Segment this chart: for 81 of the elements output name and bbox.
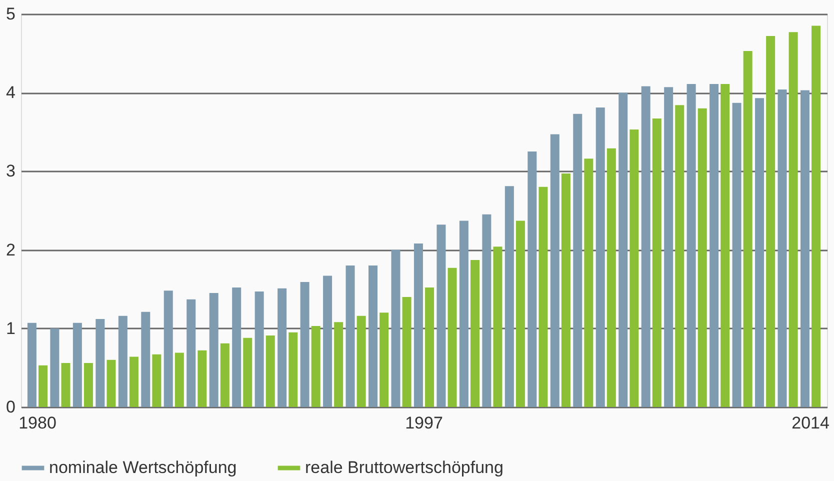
bar: [84, 362, 93, 407]
y-tick-label: 3: [6, 162, 16, 181]
bar: [38, 365, 48, 407]
bar: [686, 84, 696, 407]
bar: [482, 214, 492, 407]
bar: [425, 288, 434, 407]
legend-label: reale Bruttowertschöpfung: [305, 458, 504, 477]
x-tick-label: 1997: [405, 414, 443, 432]
bar: [573, 114, 582, 407]
bar: [141, 312, 150, 407]
bar: [356, 316, 366, 407]
bar: [288, 332, 298, 407]
bar: [232, 288, 242, 407]
bar: [675, 105, 684, 407]
bar: [812, 26, 821, 407]
bar: [561, 174, 570, 407]
bar: [766, 36, 776, 407]
bar: [334, 322, 344, 407]
bar: [198, 350, 207, 407]
bar: [129, 356, 138, 407]
bar: [641, 86, 650, 407]
bar: [96, 318, 105, 407]
bar: [606, 148, 616, 407]
bar: [61, 362, 70, 407]
bar: [652, 118, 662, 407]
bar: [380, 312, 389, 407]
bar: [743, 50, 752, 407]
bar: [27, 322, 36, 407]
bar: [596, 108, 605, 407]
x-tick-label: 1980: [18, 414, 56, 432]
y-tick-label: 1: [6, 318, 16, 338]
bar: [266, 335, 275, 407]
bar: [516, 220, 525, 407]
bar: [164, 290, 173, 407]
bar: [528, 152, 537, 407]
bar: [732, 102, 742, 407]
bar: [174, 352, 184, 407]
bar: [391, 250, 400, 407]
bar: [788, 32, 798, 407]
bar: [538, 186, 548, 407]
bar: [118, 316, 128, 407]
bar: [209, 293, 218, 407]
bar: [72, 322, 82, 407]
y-tick-label: 2: [6, 240, 16, 260]
bar: [800, 90, 810, 407]
x-tick-label: 2014: [792, 414, 830, 432]
bar: [470, 260, 480, 407]
bar: [220, 343, 230, 407]
bar: [368, 266, 378, 407]
bar: [414, 244, 423, 407]
bar: [493, 246, 502, 407]
bar: [50, 328, 60, 407]
bar: [300, 282, 310, 407]
bar: [243, 338, 252, 407]
bar: [346, 266, 355, 407]
bar: [710, 84, 719, 407]
y-tick-label: 5: [6, 4, 16, 24]
bar: [459, 220, 468, 407]
bar: [618, 92, 628, 407]
bar: [550, 134, 560, 407]
bar: [720, 84, 730, 407]
bar: [504, 186, 514, 407]
bar: [254, 291, 264, 407]
bar: [311, 326, 320, 407]
bar: [402, 296, 412, 407]
bar: [778, 89, 787, 407]
legend-label: nominale Wertschöpfung: [49, 458, 237, 477]
bar: [755, 98, 764, 407]
bar: [106, 360, 116, 407]
bar: [448, 268, 457, 407]
bar: [278, 288, 287, 407]
y-tick-label: 0: [6, 398, 16, 416]
bar: [152, 354, 162, 407]
bar: [186, 299, 196, 407]
bar: [323, 276, 332, 407]
bar: [584, 158, 594, 407]
bar: [630, 130, 639, 407]
bar: [664, 87, 674, 407]
bar: [436, 224, 446, 407]
y-tick-label: 4: [6, 83, 16, 102]
bar: [698, 108, 707, 407]
